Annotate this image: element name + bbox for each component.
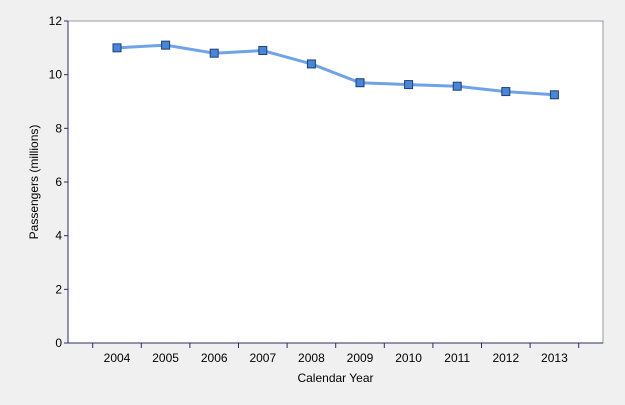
data-point-marker <box>501 87 511 97</box>
data-point-marker <box>549 90 559 100</box>
data-point-marker <box>161 40 171 50</box>
data-point-marker <box>355 78 365 88</box>
data-point-marker <box>306 59 316 69</box>
x-tick-label: 2011 <box>444 351 470 365</box>
x-tick-label: 2006 <box>201 351 228 365</box>
x-tick-label: 2004 <box>104 351 131 365</box>
y-axis-ticks: 0 2 4 6 8 10 12 <box>49 14 68 350</box>
y-tick-label: 4 <box>55 229 62 243</box>
y-tick-label: 2 <box>55 282 62 296</box>
data-point-marker <box>112 43 122 53</box>
data-point-marker <box>404 80 414 90</box>
y-tick-label: 12 <box>49 14 63 28</box>
data-point-marker <box>452 81 462 91</box>
data-point-marker <box>209 48 219 58</box>
series-line <box>116 43 555 97</box>
y-tick-label: 6 <box>55 175 62 189</box>
y-tick-label: 8 <box>55 121 62 135</box>
x-axis-ticks: 2004 2005 2006 2007 2008 2009 2010 2011 2012 2013 <box>92 343 580 365</box>
y-tick-label: 0 <box>55 336 62 350</box>
y-tick-label: 10 <box>49 68 63 82</box>
x-tick-label: 2005 <box>152 351 179 365</box>
plot-area <box>67 20 604 344</box>
x-axis-label: Calendar Year <box>297 371 373 385</box>
x-tick-label: 2012 <box>492 351 519 365</box>
y-axis-label: Passengers (millions) <box>27 125 41 240</box>
x-tick-label: 2009 <box>347 351 374 365</box>
x-tick-label: 2013 <box>541 351 568 365</box>
x-tick-label: 2008 <box>298 351 325 365</box>
data-point-marker <box>258 46 268 56</box>
x-tick-label: 2007 <box>249 351 276 365</box>
x-tick-label: 2010 <box>395 351 422 365</box>
series-layer <box>112 40 559 100</box>
